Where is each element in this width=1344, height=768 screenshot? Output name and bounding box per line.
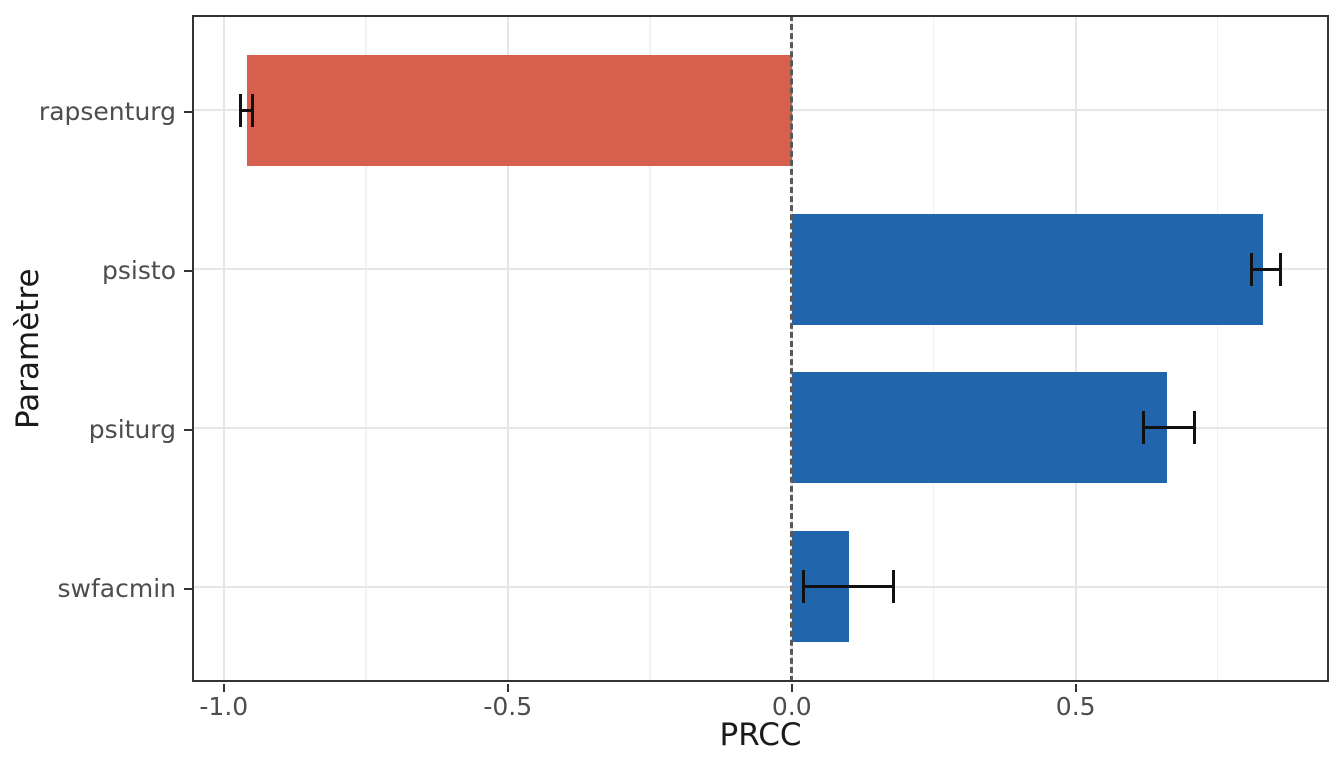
x-tick-label: -1.0 (199, 692, 249, 721)
error-bar-swfacmin (803, 585, 894, 589)
error-bar-cap-high-psiturg (1193, 411, 1197, 445)
y-tick-mark (184, 428, 192, 431)
error-bar-cap-low-psiturg (1142, 411, 1146, 445)
y-tick-label-rapsenturg: rapsenturg (38, 97, 176, 127)
gridline-y-major (192, 585, 1329, 588)
gridline-x-minor (932, 15, 935, 682)
gridline-x-major (222, 15, 225, 682)
y-tick-label-psiturg: psiturg (88, 414, 176, 444)
bar-psiturg (791, 372, 1167, 484)
error-bar-cap-low-swfacmin (801, 570, 805, 604)
gridline-x-major (1074, 15, 1077, 682)
x-axis-title: PRCC (719, 717, 802, 753)
x-tick-mark (506, 684, 509, 692)
error-bar-cap-high-psisto (1278, 252, 1282, 286)
y-tick-label-psisto: psisto (102, 256, 176, 286)
gridline-x-major (506, 15, 509, 682)
gridline-y-major (192, 268, 1329, 271)
error-bar-rapsenturg (240, 108, 253, 112)
gridline-y-major (192, 426, 1329, 429)
error-bar-cap-high-rapsenturg (250, 93, 254, 127)
gridline-x-minor (1216, 15, 1219, 682)
y-tick-mark (184, 587, 192, 590)
y-tick-mark (184, 111, 192, 114)
y-tick-label-swfacmin: swfacmin (57, 573, 176, 603)
bar-psisto (791, 213, 1264, 325)
error-bar-psiturg (1143, 426, 1195, 430)
plot-panel (192, 15, 1329, 682)
gridline-x-minor (365, 15, 367, 682)
x-tick-mark (222, 684, 225, 692)
x-tick-label: 0.5 (1055, 692, 1096, 721)
gridline-x-minor (649, 15, 651, 682)
bar-rapsenturg (246, 54, 792, 166)
error-bar-cap-low-rapsenturg (239, 93, 243, 127)
x-tick-mark (790, 684, 793, 692)
x-tick-label: -0.5 (483, 692, 533, 721)
error-bar-cap-high-swfacmin (892, 570, 896, 604)
error-bar-cap-low-psisto (1250, 252, 1254, 286)
x-tick-mark (1074, 684, 1077, 692)
zero-reference-line (790, 15, 794, 682)
y-tick-mark (184, 270, 192, 273)
x-tick-label: 0.0 (771, 692, 812, 721)
error-bar-psisto (1251, 267, 1281, 271)
